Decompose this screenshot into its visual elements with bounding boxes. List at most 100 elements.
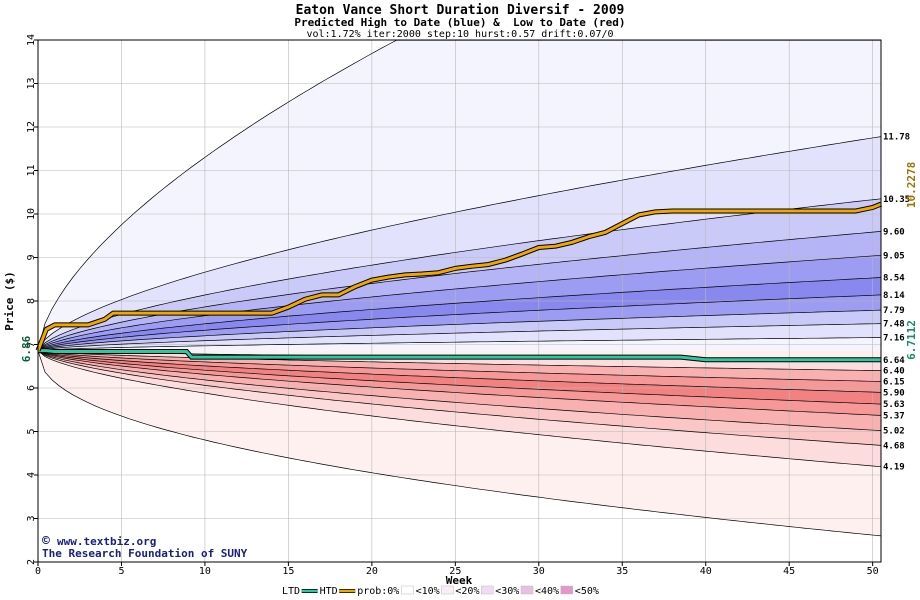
legend-label: <10% [416,586,440,597]
end-value-label: 6.40 [883,367,905,377]
legend-label: <40% [535,586,559,597]
blue-band [38,310,881,351]
legend-swatch [441,585,454,595]
end-value-label: 7.16 [883,334,905,344]
red-band [38,350,881,446]
end-value-label: 8.54 [883,274,905,284]
red-band [38,350,881,393]
end-value-label: 4.19 [883,463,905,473]
contour-line [37,136,882,351]
y-tick-label: 11 [26,164,37,176]
y-tick-label: 14 [26,34,37,46]
end-value-label: 4.68 [883,441,905,451]
series-lines [35,201,882,363]
contour-line [37,350,882,393]
y-tick-label: 3 [26,515,37,521]
y-tick-label: 7 [26,341,37,347]
y-tick-label: 8 [26,298,37,304]
y-tick-label: 10 [26,208,37,220]
end-value-label: 9.60 [883,227,905,237]
end-value-label: 5.02 [883,427,905,437]
blue-band [38,294,881,351]
contour-line [37,350,882,446]
blue-band [38,40,881,351]
contour-line [37,350,882,371]
end-labels: 11.78 10.35 9.60 9.05 8.54 8.14 7.79 7.48 7.16 6.… [883,133,910,473]
legend-label: <30% [495,586,519,597]
y-tick-label: 4 [26,472,37,478]
y-tick-label: 5 [26,428,37,434]
legend-label: <20% [455,586,479,597]
end-value-label: 10.35 [883,195,910,205]
x-tick-label: 5 [118,566,124,577]
x-tick-label: 45 [783,566,795,577]
contour-line [37,350,882,382]
end-value-label: 7.48 [883,320,905,330]
x-tick-label: 35 [616,566,628,577]
y-tick-label: 2 [26,559,37,565]
legend-label: <50% [575,586,599,597]
red-band [38,350,881,405]
probability-bands [38,40,881,536]
start-price-label: 6.86 [20,335,33,362]
contour-line [37,323,882,351]
end-value-label: 6.15 [883,377,905,387]
blue-band [38,323,881,351]
legend-swatch [401,585,414,595]
y-tick-label: 12 [26,121,37,133]
watermark-url: www.textbiz.org [57,535,156,548]
copyright-icon: © [42,534,50,549]
watermark-org: The Research Foundation of SUNY [42,547,248,560]
end-value-label: 5.90 [883,388,905,398]
end-value-label: 5.63 [883,400,905,410]
legend-swatch [520,585,534,595]
red-band [38,350,881,416]
end-value-label: 5.37 [883,411,905,421]
contour-line [37,254,882,351]
contour-line [37,277,882,351]
end-value-label: 11.78 [883,133,910,143]
contour-line [37,309,882,351]
blue-band [38,198,881,351]
x-tick-label: 0 [35,566,41,577]
x-tick-label: 15 [282,566,294,577]
y-tick-label: 6 [26,385,37,391]
x-tick-label: 40 [700,566,712,577]
contour-line [37,350,882,468]
x-tick-label: 20 [366,566,378,577]
contour-line [37,350,882,431]
y-tick-label: 9 [26,254,37,260]
ltd-series-line [38,349,881,362]
end-value-label: 7.79 [883,306,905,316]
legend-swatch [480,585,494,595]
legend-label: HTD [320,586,338,597]
x-axis-label: Week [446,574,473,587]
htd-end-label: 10.2278 [905,162,918,208]
ltd-end-label: 6.7112 [905,320,918,360]
end-value-label: 8.14 [883,291,905,301]
x-tick-label: 30 [533,566,545,577]
red-band [38,350,881,536]
legend-swatch [560,585,574,595]
chart-subtitle: Predicted High to Date (blue) & Low to D… [294,16,625,29]
x-tick-label: 10 [199,566,211,577]
legend: LTD HTD prob:0% <10% <20% <30% <40% <50% [282,585,599,597]
contour-line [37,337,882,351]
chart-params: vol:1.72% iter:2000 step:10 hurst:0.57 d… [306,29,613,40]
end-value-label: 9.05 [883,251,905,261]
red-band [38,350,881,431]
htd-series-line [36,202,882,352]
y-tick-label: 13 [26,77,37,89]
contour-line [37,350,882,405]
legend-label: LTD [282,586,300,597]
blue-band [38,231,881,351]
contour-line [37,294,882,351]
x-tick-label: 25 [449,566,461,577]
legend-label: prob:0% [357,586,399,597]
x-tick-label: 50 [867,566,879,577]
y-axis-label: Price ($) [3,271,16,331]
red-band [38,350,881,382]
red-band [38,350,881,467]
